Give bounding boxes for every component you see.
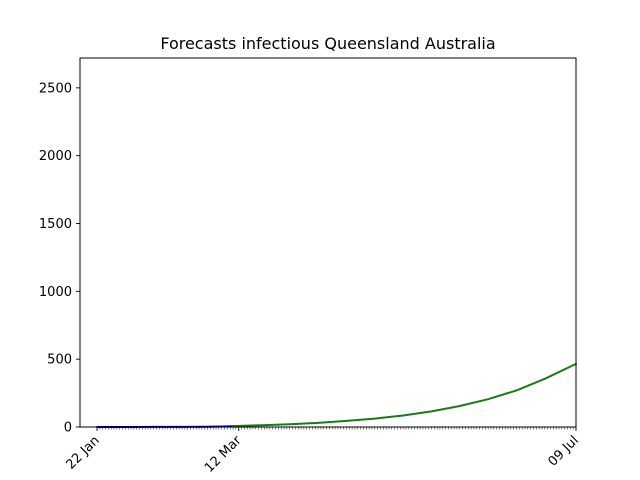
y-tick-label: 0 xyxy=(64,421,72,436)
series-lines xyxy=(96,362,577,428)
plot-area-frame xyxy=(79,57,577,428)
x-tick-label: 22 Jan xyxy=(63,433,102,472)
y-tick-label: 1500 xyxy=(39,217,72,232)
x-tick-label: 12 Mar xyxy=(202,433,245,476)
y-tick-label: 500 xyxy=(47,353,72,368)
series-line-2 xyxy=(232,362,577,428)
chart-title: Forecasts infectious Queensland Australi… xyxy=(160,34,495,53)
x-tick-label: 09 Jul xyxy=(546,433,582,469)
y-tick-label: 2000 xyxy=(39,149,72,164)
axis-ticks: 22 Jan 12 Mar 09 Jul 0 500 1000 1500 2000 2500 xyxy=(39,81,582,475)
y-tick-label: 1000 xyxy=(39,285,72,300)
y-tick-label: 2500 xyxy=(39,81,72,96)
